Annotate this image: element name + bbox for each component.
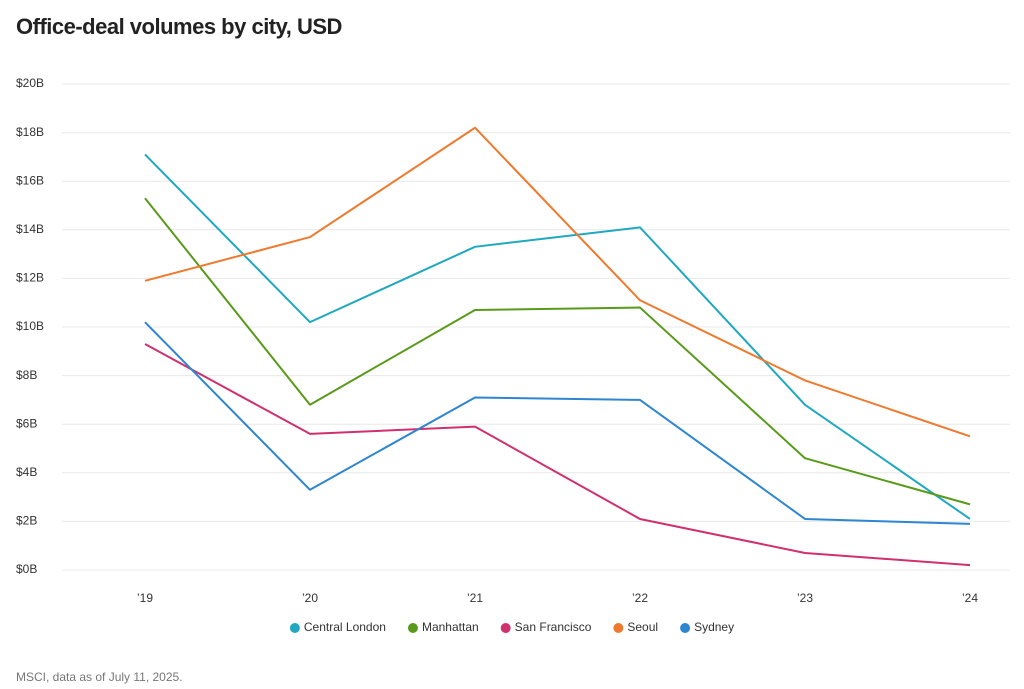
y-tick-label: $6B	[16, 416, 37, 430]
series-line	[144, 343, 971, 567]
legend-marker	[289, 623, 300, 633]
legend-label: San Francisco	[515, 620, 592, 634]
x-tick-label: ’22	[632, 591, 648, 605]
legend-marker	[680, 623, 691, 633]
legend-label: Manhattan	[422, 620, 479, 634]
x-tick-label: ’20	[302, 591, 318, 605]
x-tick-label: ’24	[962, 591, 978, 605]
y-tick-label: $14B	[16, 222, 44, 236]
legend-marker	[613, 623, 624, 633]
y-tick-label: $8B	[16, 368, 37, 382]
series-line	[144, 197, 971, 506]
series-line	[144, 153, 971, 520]
legend-marker	[407, 623, 418, 633]
legend-marker	[500, 623, 511, 633]
y-tick-label: $18B	[16, 125, 44, 139]
chart-title: Office-deal volumes by city, USD	[16, 14, 342, 39]
x-tick-label: ’23	[797, 591, 813, 605]
y-tick-label: $16B	[16, 173, 44, 187]
series-line	[144, 126, 971, 438]
y-tick-label: $2B	[16, 514, 37, 528]
legend-label: Central London	[304, 620, 386, 634]
y-tick-label: $20B	[16, 76, 44, 90]
series-line	[144, 321, 971, 525]
y-tick-label: $12B	[16, 271, 44, 285]
y-tick-label: $4B	[16, 465, 37, 479]
x-tick-label: ’21	[467, 591, 483, 605]
legend-label: Sydney	[694, 620, 734, 634]
legend-label: Seoul	[627, 620, 658, 634]
y-tick-label: $10B	[16, 319, 44, 333]
y-tick-label: $0B	[16, 562, 37, 576]
source-note: MSCI, data as of July 11, 2025.	[16, 670, 183, 684]
x-tick-label: ’19	[137, 591, 153, 605]
